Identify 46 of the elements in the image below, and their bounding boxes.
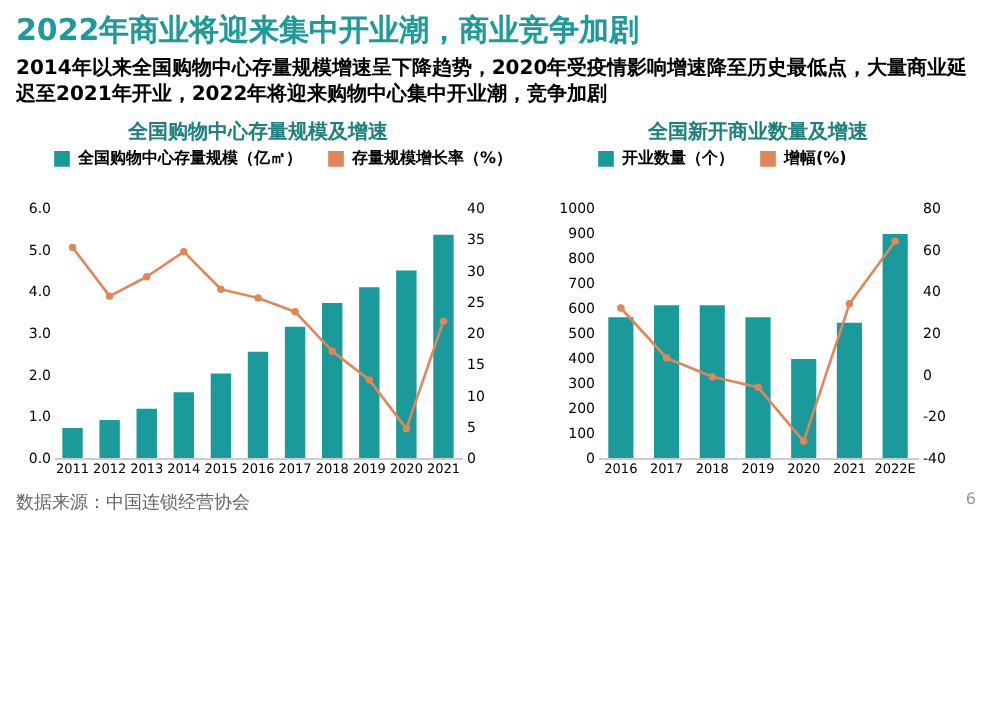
legend-label: 存量规模增长率（%） (350, 146, 513, 167)
bar (247, 351, 269, 458)
point (891, 237, 899, 246)
bar (396, 270, 417, 458)
bar (791, 359, 817, 458)
bar (654, 305, 680, 458)
legend-label: 增幅(%) (782, 148, 847, 167)
text: 2014年以来全国购物中心存量规模增速呈下降趋势，2020年受疫情影响增速降至历史最低点，大量商业延迟至2021年开业，2022年将迎来购物中心集中开业潮，竞争加剧 (16, 56, 970, 108)
text: 2022年商业将迎来集中开业潮，商业竞争加剧 (16, 12, 642, 50)
bar (433, 234, 454, 458)
point (845, 300, 854, 308)
point (617, 304, 625, 312)
bar (136, 408, 157, 458)
legend-label: 全国购物中心存量规模（亿㎡） (76, 146, 302, 167)
point (402, 424, 411, 433)
chart-title: 全国购物中心存量规模及增速 (126, 120, 390, 144)
bar (62, 428, 83, 458)
point (180, 248, 188, 256)
bar (882, 234, 908, 458)
point (662, 354, 671, 362)
point (217, 285, 225, 293)
bar (608, 317, 634, 458)
point (291, 308, 299, 316)
source-note: 数据来源：中国连锁经营协会 (16, 494, 250, 514)
point (754, 383, 762, 391)
point (799, 437, 808, 446)
point (105, 292, 114, 300)
point (708, 373, 717, 381)
bar (836, 322, 862, 458)
chart-title: 全国新开商业数量及增速 (646, 120, 870, 144)
bar (210, 373, 232, 458)
bar (99, 420, 120, 458)
text: 6 (965, 490, 976, 508)
bar (699, 305, 725, 458)
point (365, 376, 374, 384)
point (254, 294, 262, 302)
bar (284, 326, 306, 458)
point (328, 347, 336, 355)
bar (173, 392, 195, 458)
point (68, 243, 77, 252)
legend-label: 开业数量（个） (620, 148, 734, 167)
point (439, 317, 448, 325)
bar (745, 317, 771, 458)
point (142, 273, 151, 281)
bar (321, 303, 343, 458)
bar (359, 287, 380, 458)
